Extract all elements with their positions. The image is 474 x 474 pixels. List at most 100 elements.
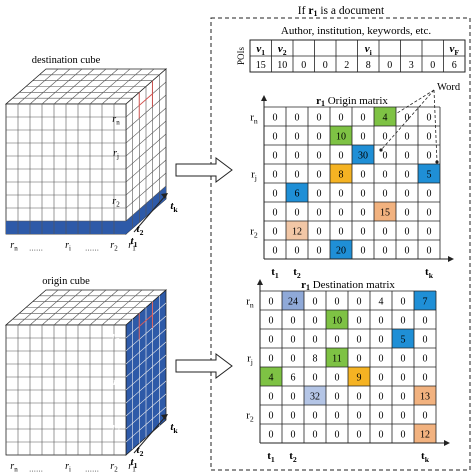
destination_cube-bottom-label-2: ri [65,240,71,253]
origin-matrix: r1 Origin matrix 0 0 0 0 0 4 0 0 0 0 0 10 0 0 0 0 0 0 0 0 30 0… [250,95,454,280]
origin_matrix-title: r1 Origin matrix [316,95,388,108]
pois-header-5: vi [365,43,373,57]
origin_matrix-highlight-cell [330,126,352,145]
destination_matrix-cell: 0 [401,373,406,384]
origin_matrix-cell: 0 [383,189,388,200]
destination_cube-face-label-2: r2 [112,196,120,209]
origin_cube-face-label-2: r2 [112,422,120,435]
panel-title: If r1 is a document [298,5,385,18]
origin_matrix-highlight-cell [418,164,440,183]
destination_matrix-cell: 24 [288,297,298,308]
pois-value-0: 15 [256,60,266,71]
origin_matrix-cell: 0 [273,189,278,200]
destination_matrix-cell: 0 [401,392,406,403]
origin_matrix-cell: 0 [427,113,432,124]
destination_matrix-cell: 4 [379,297,384,308]
origin_matrix-cell: 0 [383,246,388,257]
origin_cube-red-outline [138,301,153,340]
pois-value-9: 6 [452,60,457,71]
destination_matrix-cell: 0 [335,430,340,441]
destination_matrix-cell: 0 [269,335,274,346]
destination_matrix-cell: 0 [291,354,296,365]
destination_matrix-cell: 5 [401,335,406,346]
destination_matrix-cell: 0 [379,411,384,422]
destination_matrix-cell: 0 [401,411,406,422]
destination_matrix-cell: 0 [313,430,318,441]
origin_cube-side-grid [125,328,167,365]
destination_matrix-cell: 32 [310,392,320,403]
destination_matrix-cell: 0 [335,411,340,422]
destination_matrix-cell: 0 [379,430,384,441]
destination_cube-face-label-3: r1 [128,240,136,253]
destination_matrix-cell: 0 [379,335,384,346]
attributes-text: Author, institution, keywords, etc. [281,25,431,37]
pois-header-1: v2 [278,43,287,57]
destination_matrix-cell: 0 [291,411,296,422]
origin_matrix-cell: 0 [273,132,278,143]
origin_matrix-highlight-cell [374,107,396,126]
origin_matrix-cell: 0 [383,227,388,238]
destination_matrix-cell: 0 [401,316,406,327]
pois-header-0: v1 [256,43,265,57]
destination_matrix-cell: 0 [313,316,318,327]
origin_cube-depth-label-2: tk [170,421,178,435]
pois-value-4: 2 [344,60,349,71]
origin_matrix-cell: 0 [317,151,322,162]
pois-value-1: 10 [277,60,287,71]
origin_cube-face-label-3: r1 [128,461,136,474]
pois-header-9: vF [449,43,459,57]
origin_matrix-cell: 0 [427,189,432,200]
origin_matrix-cell: 0 [317,227,322,238]
origin_matrix-cell: 10 [336,132,346,143]
origin_cube-bottom-label-3: …… [85,466,99,474]
origin_matrix-cell: 0 [317,132,322,143]
destination_matrix-highlight-cell [260,367,282,386]
destination_cube-face-label-1: rj [113,148,119,161]
origin_matrix-cell: 0 [361,132,366,143]
destination_matrix-cell: 0 [291,316,296,327]
destination_matrix-cell: 0 [357,430,362,441]
destination_matrix-x-axis-head [444,440,450,446]
destination_matrix-cell: 0 [335,297,340,308]
origin_matrix-cell: 5 [427,170,432,181]
origin_matrix-cell: 0 [405,189,410,200]
destination_matrix-cell: 13 [420,392,430,403]
destination_matrix-cell: 0 [269,392,274,403]
destination_matrix-highlight-cell [414,291,436,310]
origin_matrix-cell: 0 [405,113,410,124]
destination_matrix-cell: 0 [423,411,428,422]
destination_matrix-highlight-cell [326,348,348,367]
pois-value-3: 0 [323,60,328,71]
destination_matrix-row-label-6: r2 [246,410,254,424]
destination_matrix-cell: 0 [357,297,362,308]
destination_matrix-highlight-cell [326,310,348,329]
destination_matrix-cell: 0 [357,316,362,327]
destination_matrix-highlight-cell [304,386,326,405]
destination_cube-side-grid [125,133,167,170]
origin_matrix-cell: 0 [273,227,278,238]
word-pointer-head-1 [379,148,383,152]
destination_cube-bottom-label-4: r2 [110,240,118,253]
destination_matrix-cell: 0 [379,354,384,365]
destination_matrix-cell: 0 [401,297,406,308]
destination_matrix-highlight-cell [392,329,414,348]
origin_matrix-col-label-0: t1 [271,266,279,280]
destination_matrix-row-label-0: rn [246,296,254,310]
destination_matrix-col-label-7: tk [421,450,430,464]
destination_matrix-cell: 0 [335,373,340,384]
origin_matrix-cell: 0 [295,170,300,181]
origin_matrix-row-label-0: rn [250,112,258,126]
destination_matrix-cell: 0 [423,373,428,384]
origin_matrix-cell: 0 [339,208,344,219]
destination_cube-side-grid [125,172,167,209]
origin_matrix-cell: 4 [383,113,388,124]
origin_matrix-cell: 0 [405,132,410,143]
destination_cube-side-grid [125,94,167,131]
destination_matrix-cell: 0 [357,411,362,422]
pois-label: POIs [236,47,246,66]
origin_matrix-cell: 0 [273,246,278,257]
origin_matrix-cell: 0 [405,170,410,181]
origin_matrix-cell: 0 [295,208,300,219]
origin_matrix-cell: 0 [273,208,278,219]
destination_cube-depth-axis-head [161,193,168,199]
